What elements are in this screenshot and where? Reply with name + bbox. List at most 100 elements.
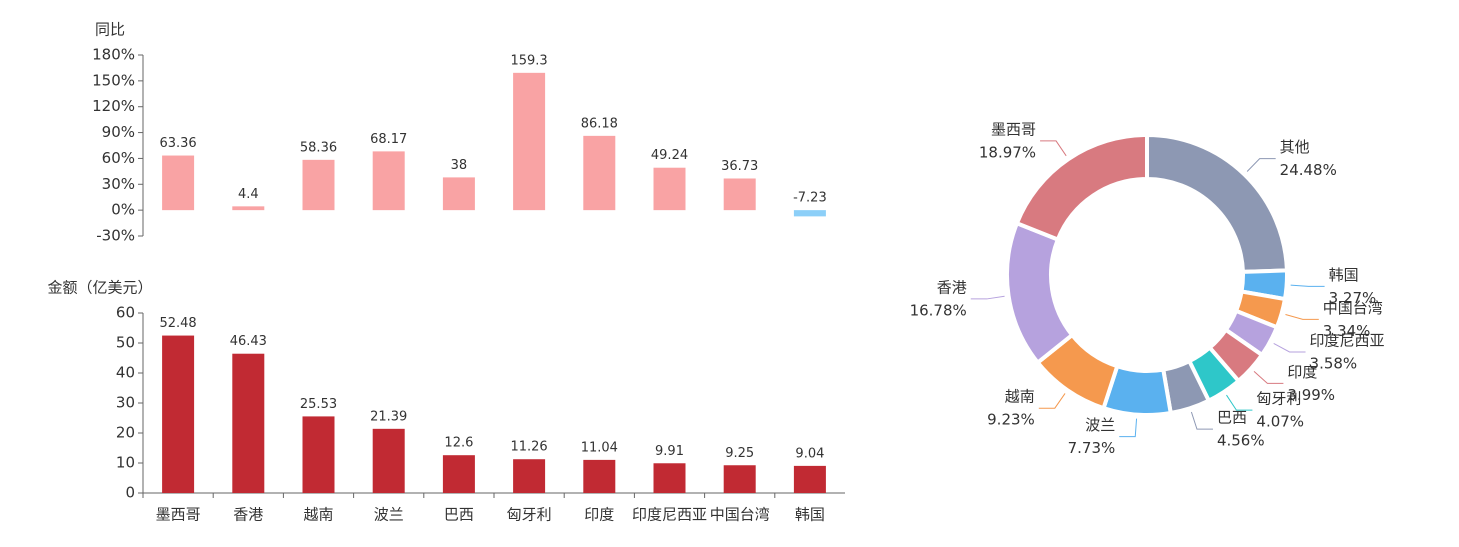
slice-label: 香港 [937,278,967,296]
value-label: 25.53 [300,397,337,412]
slice-label: 越南 [1005,388,1035,406]
value-label: 86.18 [581,116,618,131]
value-label: 36.73 [721,159,758,174]
slice-value-label: 3.27% [1329,289,1377,307]
y-tick-label: 0 [125,484,135,502]
value-label: 63.36 [159,136,196,151]
slice-label: 其他 [1280,138,1310,156]
leader-line [1038,393,1066,409]
y-tick-label: 150% [92,71,135,89]
x-tick-label: 匈牙利 [507,506,552,524]
x-tick-label: 韩国 [795,506,825,524]
bar [232,206,265,211]
x-tick-label: 波兰 [374,506,404,524]
leader-line [1290,284,1325,287]
slice-value-label: 9.23% [987,411,1035,429]
value-label: 159.3 [510,53,547,68]
bar [513,72,546,211]
slice-label: 巴西 [1217,409,1247,427]
y-tick-label: 120% [92,97,135,115]
bar [793,465,826,493]
x-tick-label: 印度尼西亚 [632,506,707,524]
slice-label: 印度 [1287,363,1317,381]
value-label: 9.04 [795,446,824,461]
slice-value-label: 18.97% [979,143,1036,161]
bar [162,155,195,211]
leader-line [1040,140,1067,157]
y-tick-label: 60 [116,304,135,322]
x-tick-label: 香港 [233,506,263,524]
slice-value-label: 4.56% [1217,432,1265,450]
bar [162,335,195,493]
slice-value-label: 3.34% [1323,322,1371,340]
y-tick-label: 0% [111,201,135,219]
value-label: 12.6 [444,436,473,451]
slice-label: 印度尼西亚 [1310,331,1385,349]
bar [653,167,686,211]
leader-line [1246,158,1276,172]
bar [372,428,405,493]
y-tick-label: 30% [102,175,135,193]
value-label: 49.24 [651,148,688,163]
bar [513,459,546,493]
x-tick-label: 中国台湾 [710,506,770,524]
pie-slice [1014,132,1149,243]
value-label: 46.43 [230,334,267,349]
value-label: 52.48 [159,316,196,331]
y-tick-label: -30% [96,227,135,245]
y-axis-label: 金额（亿美元） [47,279,152,297]
y-axis-label: 同比 [95,21,125,39]
value-label: 58.36 [300,140,337,155]
value-label: 11.26 [510,440,547,455]
slice-value-label: 7.73% [1068,439,1116,457]
x-tick-label: 巴西 [444,506,474,524]
pie-slice [1005,220,1075,366]
bar [372,151,405,211]
slice-value-label: 24.48% [1280,161,1337,179]
bar [302,416,335,493]
x-tick-label: 越南 [303,506,333,524]
slice-label: 波兰 [1085,416,1115,434]
leader-line [1285,313,1319,320]
value-label: 9.91 [655,444,684,459]
bar [723,178,756,211]
bar [302,159,335,211]
y-tick-label: 20 [116,424,135,442]
value-label: 4.4 [238,187,259,202]
slice-label: 匈牙利 [1256,390,1301,408]
value-label: 21.39 [370,409,407,424]
x-tick-label: 印度 [584,506,614,524]
y-tick-label: 180% [92,46,135,64]
value-label: -7.23 [793,191,827,206]
y-tick-label: 50 [116,334,135,352]
slice-value-label: 4.07% [1256,413,1304,431]
leader-line [1119,418,1138,438]
y-tick-label: 60% [102,149,135,167]
slice-label: 韩国 [1329,266,1359,284]
bar [723,465,756,493]
y-tick-label: 30 [116,394,135,412]
slice-value-label: 16.78% [910,301,967,319]
slice-label: 墨西哥 [991,120,1036,138]
pie-slice [1145,132,1289,274]
value-label: 11.04 [581,440,618,455]
value-label: 9.25 [725,446,754,461]
x-tick-label: 墨西哥 [156,506,201,524]
leader-line [970,295,1005,300]
slice-value-label: 3.58% [1310,354,1358,372]
leader-line [1190,411,1213,430]
y-tick-label: 10 [116,454,135,472]
value-label: 38 [451,158,468,173]
y-tick-label: 90% [102,123,135,141]
leader-line [1226,394,1253,411]
slice-value-label: 3.99% [1287,386,1335,404]
bar [583,459,616,493]
value-label: 68.17 [370,132,407,147]
bar [583,135,616,211]
bar [793,210,826,217]
bar [232,353,265,493]
slice-label: 中国台湾 [1323,299,1383,317]
leader-line [1273,342,1306,353]
leader-line [1253,370,1284,384]
